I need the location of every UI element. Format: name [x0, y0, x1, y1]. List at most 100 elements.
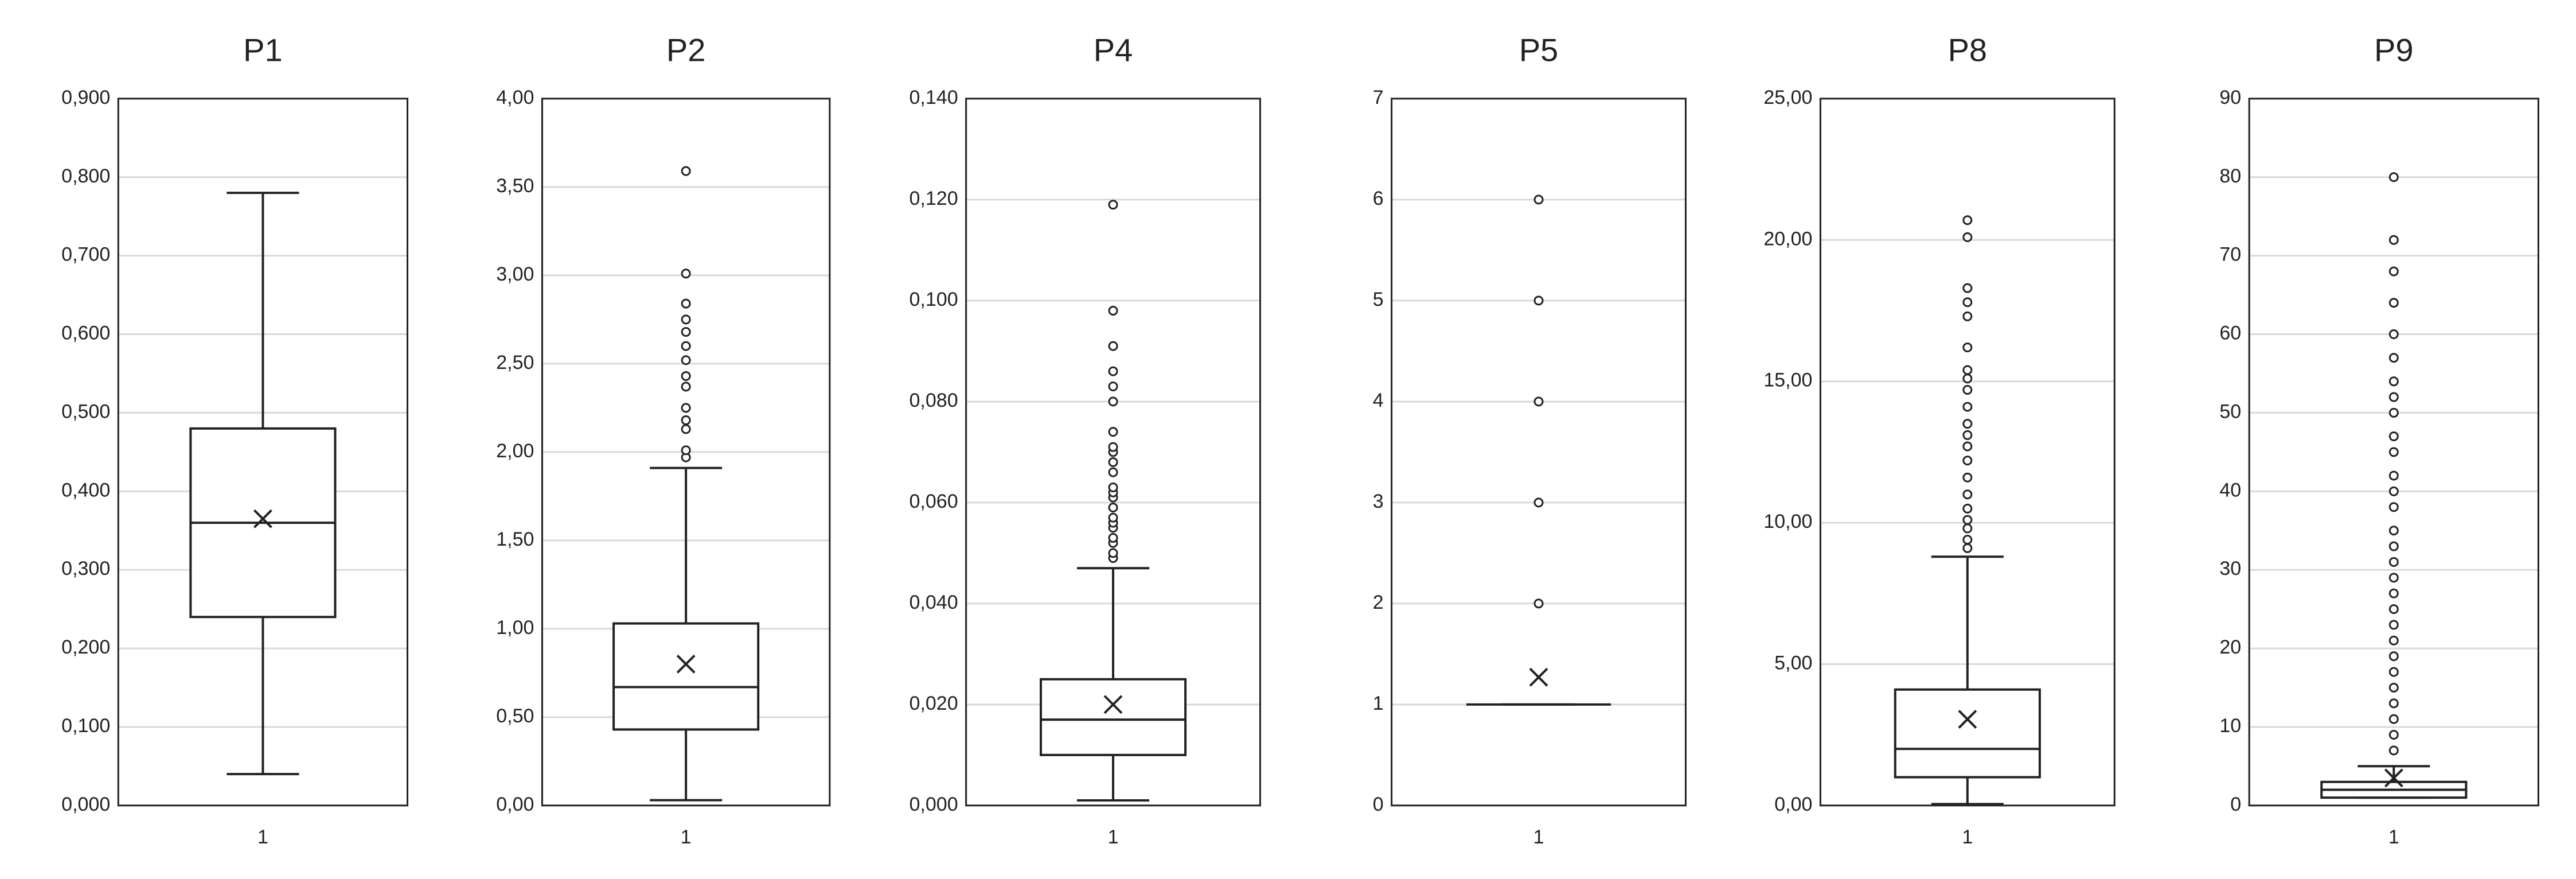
y-tick-label: 3,50	[496, 175, 534, 197]
outlier	[1108, 503, 1118, 513]
outlier	[1533, 497, 1544, 508]
y-tick-label: 0,000	[910, 794, 958, 815]
outlier	[681, 166, 691, 176]
y-tick-label: 5	[1373, 289, 1384, 310]
outlier	[1962, 503, 1973, 514]
outlier	[1108, 482, 1118, 492]
y-tick-label: 0,100	[910, 289, 958, 310]
y-tick-label: 40	[2219, 479, 2241, 501]
outlier	[2388, 526, 2399, 536]
y-tick-label: 60	[2219, 322, 2241, 344]
y-tick-label: 10,00	[1763, 511, 1812, 532]
outlier	[2388, 557, 2399, 567]
mean-marker	[1529, 667, 1548, 687]
outlier	[681, 269, 691, 279]
chart-title: P8	[1948, 32, 1988, 68]
outlier	[2388, 714, 2399, 724]
outlier	[2388, 588, 2399, 598]
outlier	[681, 298, 691, 309]
outlier	[1108, 457, 1118, 467]
outlier	[1108, 442, 1118, 452]
outlier	[2388, 407, 2399, 418]
plot-frame	[541, 98, 831, 807]
y-tick-label: 0,200	[61, 636, 110, 658]
outlier	[681, 326, 691, 337]
y-tick-label: 0,50	[496, 705, 534, 727]
outlier	[1962, 311, 1973, 321]
mean-marker	[2384, 768, 2403, 788]
y-tick-label: 0,900	[61, 87, 110, 108]
outlier	[1962, 419, 1973, 429]
outlier	[1962, 430, 1973, 440]
box	[1894, 688, 2041, 779]
outlier	[2388, 502, 2399, 512]
outlier	[2388, 745, 2399, 756]
outlier	[681, 445, 691, 456]
outlier	[1962, 343, 1973, 353]
outlier	[1108, 366, 1118, 376]
outlier	[2388, 329, 2399, 340]
outlier	[2388, 667, 2399, 677]
y-tick-label: 0	[1373, 794, 1384, 815]
plot-frame	[1391, 98, 1687, 807]
outlier	[1108, 512, 1118, 523]
mean-marker	[253, 509, 272, 528]
plot-frame	[965, 98, 1261, 807]
y-tick-label: 0,700	[61, 244, 110, 266]
outlier	[1962, 283, 1973, 293]
outlier	[1962, 365, 1973, 375]
y-tick-label: 90	[2219, 87, 2241, 108]
outlier	[2388, 353, 2399, 363]
outlier	[1108, 548, 1118, 558]
outlier	[2388, 604, 2399, 614]
y-tick-label: 6	[1373, 188, 1384, 209]
outlier	[1108, 467, 1118, 477]
outlier	[681, 355, 691, 365]
y-tick-label: 2	[1373, 592, 1384, 613]
outlier	[1108, 305, 1118, 316]
outlier	[2388, 486, 2399, 496]
y-tick-label: 4,00	[496, 87, 534, 108]
outlier	[681, 371, 691, 381]
outlier	[1962, 232, 1973, 242]
plot-frame	[117, 98, 409, 807]
outlier	[2388, 635, 2399, 645]
y-tick-label: 0,060	[910, 491, 958, 512]
outlier	[2388, 392, 2399, 402]
y-tick-label: 7	[1373, 87, 1384, 108]
y-tick-label: 1,00	[496, 617, 534, 639]
y-tick-label: 0,120	[910, 188, 958, 209]
y-tick-label: 0,020	[910, 693, 958, 714]
x-tick-label: 1	[257, 826, 268, 848]
outlier	[1533, 598, 1544, 609]
y-tick-label: 3	[1373, 491, 1384, 512]
mean-marker	[1958, 710, 1977, 729]
outlier	[1962, 489, 1973, 500]
outlier	[1108, 381, 1118, 391]
outlier	[681, 382, 691, 392]
outlier	[1962, 523, 1973, 534]
outlier	[1962, 384, 1973, 395]
y-tick-label: 0,140	[910, 87, 958, 108]
y-tick-label: 15,00	[1763, 370, 1812, 391]
outlier	[2388, 651, 2399, 662]
outlier	[1533, 396, 1544, 407]
outlier	[2388, 730, 2399, 740]
y-tick-label: 0,400	[61, 479, 110, 501]
outlier	[1108, 396, 1118, 407]
y-tick-label: 0,500	[61, 400, 110, 422]
y-tick-label: 0,00	[496, 794, 534, 815]
outlier	[1962, 402, 1973, 412]
outlier	[2388, 376, 2399, 387]
y-tick-label: 0,00	[1774, 794, 1812, 815]
y-tick-label: 2,00	[496, 440, 534, 462]
box	[612, 622, 760, 731]
outlier	[1533, 195, 1544, 205]
y-tick-label: 3,00	[496, 263, 534, 285]
y-tick-label: 0,000	[61, 794, 110, 815]
y-tick-label: 0,300	[61, 558, 110, 579]
x-tick-label: 1	[1962, 826, 1973, 848]
outlier	[1962, 472, 1973, 483]
y-tick-label: 10	[2219, 715, 2241, 737]
